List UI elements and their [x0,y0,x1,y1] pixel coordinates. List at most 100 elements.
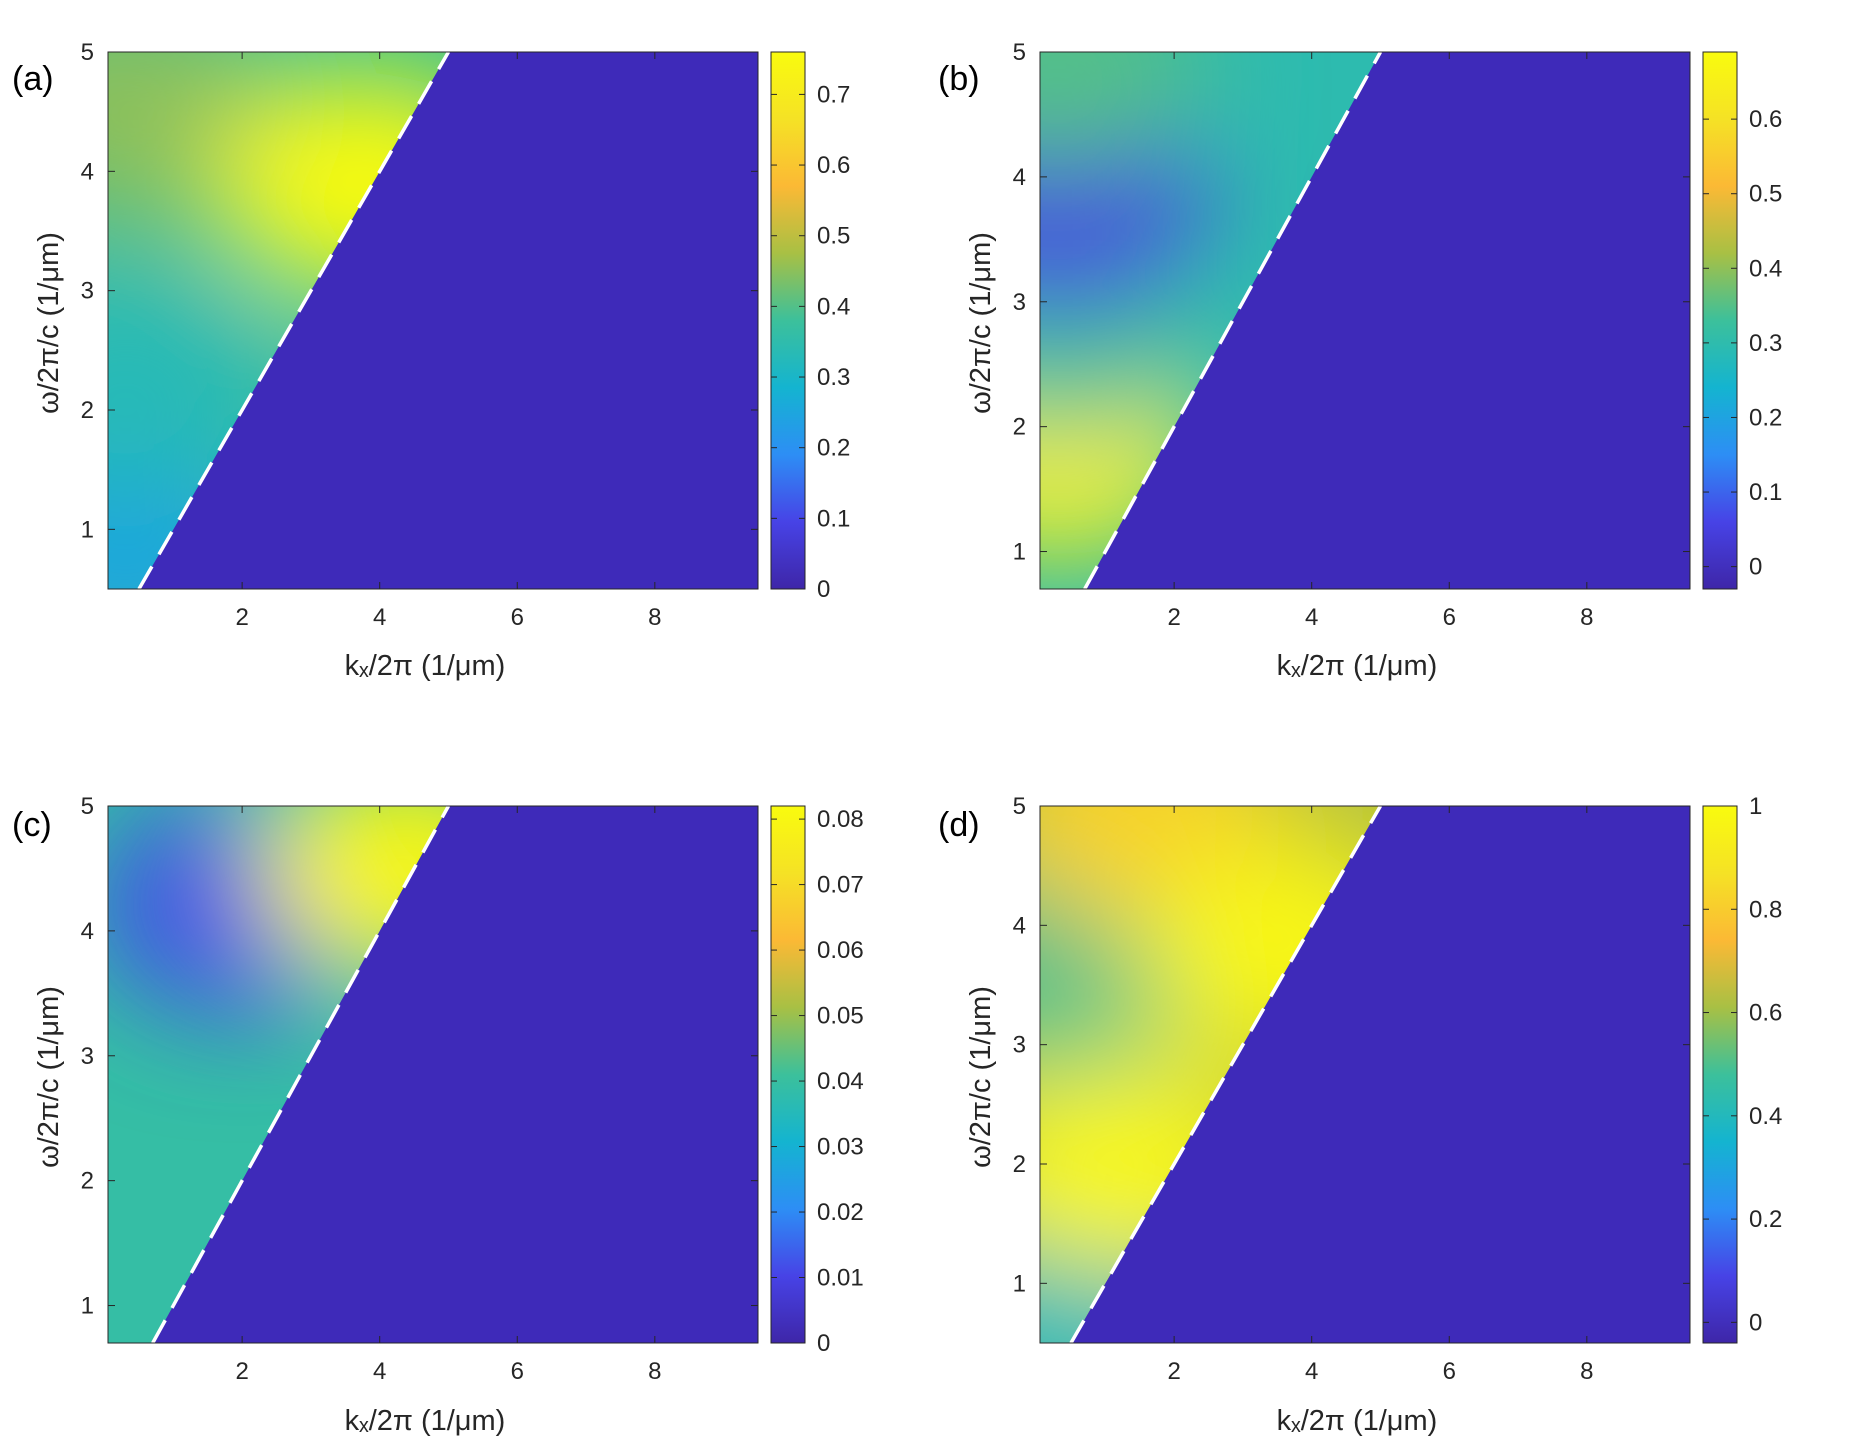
colorbar-gradient [770,51,806,590]
colorbar-tick-label: 0.04 [817,1068,864,1095]
y-tick-label: 5 [81,793,94,820]
colorbar-gradient [1702,805,1738,1344]
x-tick-label: 8 [648,604,661,631]
x-axis-label: kₓ/2π (1/μm) [345,650,506,682]
colorbar-tick-label: 0.3 [1749,330,1782,357]
x-tick-label: 4 [1305,1358,1318,1385]
colorbar-tick-label: 1 [1749,793,1762,820]
colorbar: 0 0.1 0.2 0.3 0.4 0.5 0.6 0.7 [770,51,850,603]
plot-frame [1039,805,1691,1344]
heatmap-area [1040,52,1690,589]
x-tick-label: 6 [511,1358,524,1385]
colorbar-tick-label: 0.08 [817,806,864,833]
colorbar-tick-label: 0.8 [1749,896,1782,923]
colorbar-tick-label: 0.6 [1749,106,1782,133]
x-axis-label: kₓ/2π (1/μm) [1277,1405,1438,1437]
heat-feature-2 [108,276,276,497]
colorbar-tick-label: 0.03 [817,1134,864,1161]
light-line [1069,806,1382,1343]
light-line [1083,52,1383,589]
colorbar-tick-label: 0.6 [1749,1000,1782,1027]
y-tick-label: 1 [1013,539,1026,566]
colorbar-tick-label: 0.2 [1749,404,1782,431]
colorbar-gradient [770,805,806,1344]
colorbar-tick-label: 0.02 [817,1199,864,1226]
colorbar-tick-label: 0.01 [817,1265,864,1292]
y-tick-label: 3 [81,278,94,305]
heatmap-area [1040,806,1690,1343]
x-tick-label: 8 [1580,1358,1593,1385]
plot-frame [107,805,759,1344]
colorbar-tick-label: 0 [1749,1309,1762,1336]
x-tick-label: 6 [1443,1358,1456,1385]
heat-feature-4 [1040,52,1208,175]
plot-frame [107,51,759,590]
y-tick-label: 3 [1013,1032,1026,1059]
y-tick-label: 1 [1013,1270,1026,1297]
y-tick-label: 4 [1013,912,1026,939]
colorbar-tick-label: 0.05 [817,1003,864,1030]
colorbar-gradient [1702,51,1738,590]
y-tick-label: 5 [1013,39,1026,66]
x-tick-label: 8 [648,1358,661,1385]
plot-frame [1039,51,1691,590]
y-tick-label: 1 [81,516,94,543]
y-axis-label: ω/2π/c (1/μm) [33,232,65,414]
heat-feature-2 [257,806,449,979]
y-axis-label: ω/2π/c (1/μm) [965,232,997,414]
x-tick-label: 4 [373,604,386,631]
y-tick-label: 5 [81,39,94,66]
panel-label: (c) [12,806,52,844]
colorbar-tick-label: 0.4 [817,293,850,320]
panel-label: (a) [12,60,54,98]
colorbar: 0 0.01 0.02 0.03 0.04 0.05 0.06 0.07 0.08 [770,805,864,1357]
colorbar-tick-label: 0.7 [817,81,850,108]
y-tick-label: 4 [81,918,94,945]
y-tick-label: 4 [1013,164,1026,191]
heatmap-area [108,52,758,589]
colorbar-tick-label: 0.1 [817,505,850,532]
panel-a: 2 4 6 8 1 2 3 4 5 kₓ/2π (1/μm) ω/2π/c (1/μm) (a) 0 0.… [12,39,850,682]
x-tick-label: 6 [511,604,524,631]
x-tick-label: 2 [235,1358,248,1385]
colorbar-tick-label: 0 [1749,554,1762,581]
x-tick-label: 6 [1443,604,1456,631]
colorbar-tick-label: 0.6 [817,152,850,179]
colorbar-tick-label: 0.2 [817,435,850,462]
x-tick-label: 8 [1580,604,1593,631]
y-tick-label: 2 [81,397,94,424]
light-cone-region [1040,52,1381,589]
y-tick-label: 3 [81,1043,94,1070]
colorbar-tick-label: 0.06 [817,937,864,964]
x-tick-label: 2 [1167,1358,1180,1385]
colorbar-tick-label: 0.07 [817,872,864,899]
colorbar: 0 0.1 0.2 0.3 0.4 0.5 0.6 [1702,51,1782,590]
light-line [137,52,450,589]
panel-c: 2 4 6 8 1 2 3 4 5 kₓ/2π (1/μm) ω/2π/c (1/μm) (c) 0 0.… [12,793,864,1437]
light-line [151,806,451,1343]
y-tick-label: 5 [1013,793,1026,820]
colorbar: 0 0.2 0.4 0.6 0.8 1 [1702,793,1782,1344]
colorbar-tick-label: 0 [817,1330,830,1357]
y-tick-label: 2 [1013,414,1026,441]
x-tick-label: 4 [373,1358,386,1385]
colorbar-tick-label: 0.1 [1749,479,1782,506]
panel-b: 2 4 6 8 1 2 3 4 5 kₓ/2π (1/μm) ω/2π/c (1/μm) (b) 0 0.… [938,39,1782,682]
y-tick-label: 1 [81,1293,94,1320]
heat-feature-3 [108,52,276,222]
colorbar-tick-label: 0.5 [1749,181,1782,208]
panel-label: (d) [938,806,980,844]
colorbar-tick-label: 0 [817,576,830,603]
panel-d: 2 4 6 8 1 2 3 4 5 kₓ/2π (1/μm) ω/2π/c (1/μm) (d) 0 0.… [938,793,1782,1437]
colorbar-tick-label: 0.2 [1749,1206,1782,1233]
colorbar-tick-label: 0.4 [1749,1103,1782,1130]
x-tick-label: 4 [1305,604,1318,631]
colorbar-tick-label: 0.4 [1749,255,1782,282]
y-tick-label: 3 [1013,289,1026,316]
y-axis-label: ω/2π/c (1/μm) [965,986,997,1168]
x-axis-label: kₓ/2π (1/μm) [1277,650,1438,682]
y-axis-label: ω/2π/c (1/μm) [33,986,65,1168]
x-tick-label: 2 [1167,604,1180,631]
colorbar-tick-label: 0.5 [817,223,850,250]
